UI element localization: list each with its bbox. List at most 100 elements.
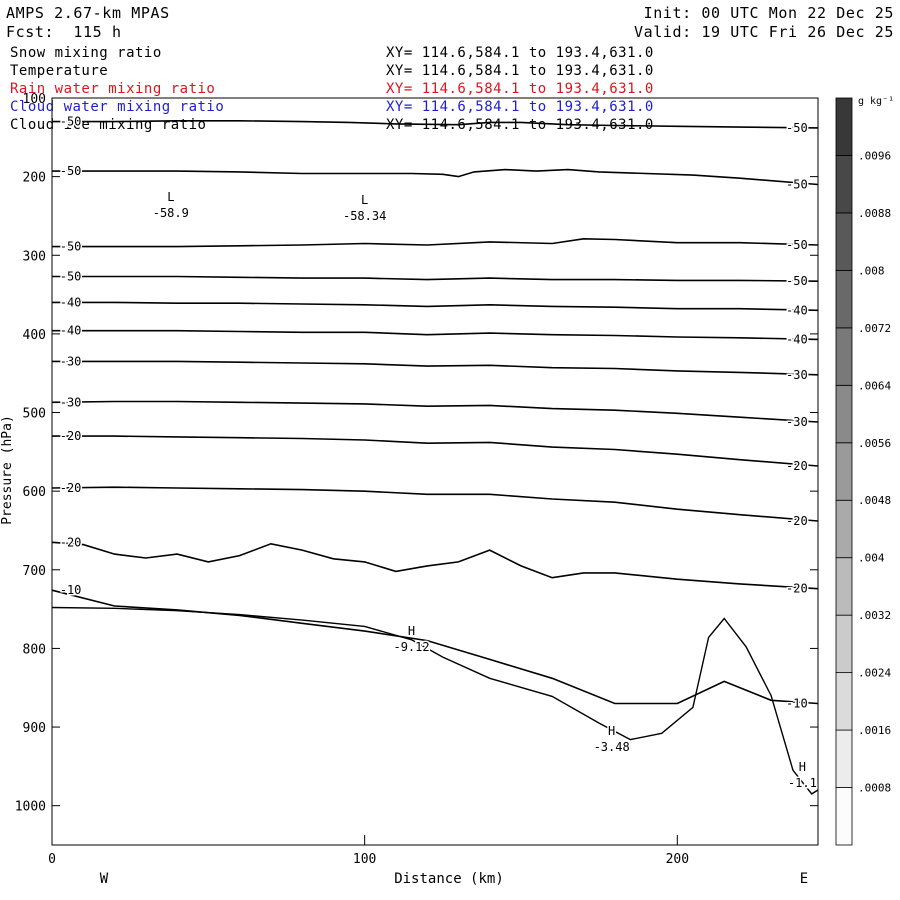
y-tick-label: 1000 [15, 800, 46, 815]
axis-ticks: 100 200 300 400 500 600 700 800 900 1000 0 100 200 [15, 92, 818, 867]
colorbar-tick-label: .0064 [858, 379, 891, 392]
west-label: W [100, 871, 109, 887]
high-marker: H [408, 624, 415, 638]
y-tick-label: 100 [23, 92, 46, 107]
east-label: E [800, 871, 808, 887]
colorbar-segment [835, 384, 853, 444]
y-tick-label: 800 [23, 642, 46, 657]
isotherm-label-left: -20 [60, 481, 82, 495]
y-tick-label: 700 [23, 564, 46, 579]
y-tick-label: 900 [23, 721, 46, 736]
colorbar-segment [835, 212, 853, 271]
y-axis-label: Pressure (hPa) [0, 415, 15, 525]
isotherm-label-right: -30 [786, 368, 808, 382]
isotherm-line [51, 400, 819, 423]
high-value: -1.1 [788, 776, 817, 790]
isotherm-line [52, 237, 819, 248]
isotherm-line [52, 168, 819, 186]
colorbar-tick-label: .0024 [858, 667, 891, 680]
isotherm-label-left: -20 [60, 535, 82, 549]
colorbar-tick-label: .0056 [858, 437, 891, 450]
forecast-hour: Fcst: 115 h [6, 23, 122, 41]
y-tick-label: 300 [23, 249, 46, 264]
isotherm-label-left: -20 [60, 429, 82, 443]
colorbar-segment [835, 327, 853, 386]
isotherm-line [52, 301, 819, 312]
high-marker: H [608, 724, 615, 738]
x-tick-label: 200 [666, 852, 689, 867]
isotherm-label-right: -20 [786, 459, 808, 473]
y-tick-label: 400 [23, 328, 46, 343]
isotherm-line [52, 275, 819, 282]
isotherm-label-left: -50 [60, 269, 82, 283]
colorbar-tick-label: .0016 [858, 724, 891, 737]
high-value: -3.48 [594, 740, 630, 754]
x-tick-label: 100 [353, 852, 376, 867]
colorbar-segment [835, 557, 853, 616]
colorbar-segment [835, 269, 853, 329]
temperature-contours: -50 -50 -50 -50 -50 -50 -50 -50 -40 -40 -40 -40 -30 -… [51, 113, 819, 712]
colorbar: .0008 .0016 .0024 .0032 .004 .0048 .0056 .0064.… [835, 96, 894, 846]
field-range-temperature: XY= 114.6,584.1 to 193.4,631.0 [386, 63, 654, 79]
colorbar-segment [835, 155, 853, 214]
colorbar-segment [835, 442, 853, 501]
colorbar-segment [835, 499, 853, 559]
terrain-line [51, 606, 819, 795]
isotherm-label-right: -50 [786, 121, 808, 135]
colorbar-tick-label: .0048 [858, 494, 891, 507]
isotherm-label-left: -30 [60, 354, 82, 368]
init-time: Init: 00 UTC Mon 22 Dec 25 [643, 4, 894, 22]
colorbar-tick-label: .0096 [858, 149, 891, 162]
low-marker: L [361, 193, 368, 207]
colorbar-tick-label: .0088 [858, 207, 891, 220]
extrema-labels: L -58.9 L -58.34 H -9.12 H -3.48 H -1.1 [151, 188, 818, 791]
isotherm-label-right: -20 [786, 582, 808, 596]
colorbar-tick-label: .0032 [858, 609, 891, 622]
isotherm-label-left: -50 [60, 164, 82, 178]
isotherm-line [51, 541, 819, 590]
colorbar-tick-label: .0072 [858, 322, 891, 335]
valid-time: Valid: 19 UTC Fri 26 Dec 25 [633, 23, 894, 41]
isotherm-label-right: -50 [786, 177, 808, 191]
isotherm-line [52, 329, 819, 341]
isotherm-line [51, 589, 819, 705]
field-name-temperature: Temperature [10, 63, 109, 79]
low-value: -58.34 [343, 209, 386, 223]
field-range-rain: XY= 114.6,584.1 to 193.4,631.0 [386, 81, 654, 97]
isotherm-label-left: -40 [60, 295, 82, 309]
isotherm-line [52, 120, 819, 129]
low-value: -58.9 [153, 206, 189, 220]
isotherm-line [52, 360, 819, 376]
terrain-outline [51, 606, 819, 795]
high-marker: H [799, 760, 806, 774]
isotherm-label-right: -40 [786, 303, 808, 317]
x-axis-label: Distance (km) [394, 871, 504, 887]
isotherm-label-right: -30 [786, 415, 808, 429]
plot-frame [51, 97, 819, 846]
isotherm-label-left: -30 [60, 395, 82, 409]
y-tick-label: 200 [23, 171, 46, 186]
isotherm-line [51, 486, 819, 522]
colorbar-tick-label: .008 [858, 264, 885, 277]
colorbar-segment [835, 787, 853, 846]
isotherm-label-right: -10 [786, 696, 808, 710]
field-range-snow: XY= 114.6,584.1 to 193.4,631.0 [386, 45, 654, 61]
y-tick-label: 600 [23, 485, 46, 500]
colorbar-segment [835, 729, 853, 788]
isotherm-label-right: -50 [786, 274, 808, 288]
low-marker: L [167, 190, 174, 204]
isotherm-label-left: -50 [60, 240, 82, 254]
isotherm-label-left: -10 [60, 583, 82, 597]
isotherm-label-right: -20 [786, 514, 808, 528]
isotherm-label-left: -50 [60, 115, 82, 129]
y-tick-label: 500 [23, 407, 46, 422]
colorbar-tick-label: .004 [858, 552, 885, 565]
isotherm-label-right: -50 [786, 238, 808, 252]
colorbar-segment [835, 672, 853, 731]
colorbar-tick-label: .0008 [858, 782, 891, 795]
isotherm-line [52, 435, 819, 467]
field-name-snow: Snow mixing ratio [10, 45, 162, 61]
isotherm-label-left: -40 [60, 324, 82, 338]
colorbar-unit: g kg⁻¹ [858, 96, 894, 107]
